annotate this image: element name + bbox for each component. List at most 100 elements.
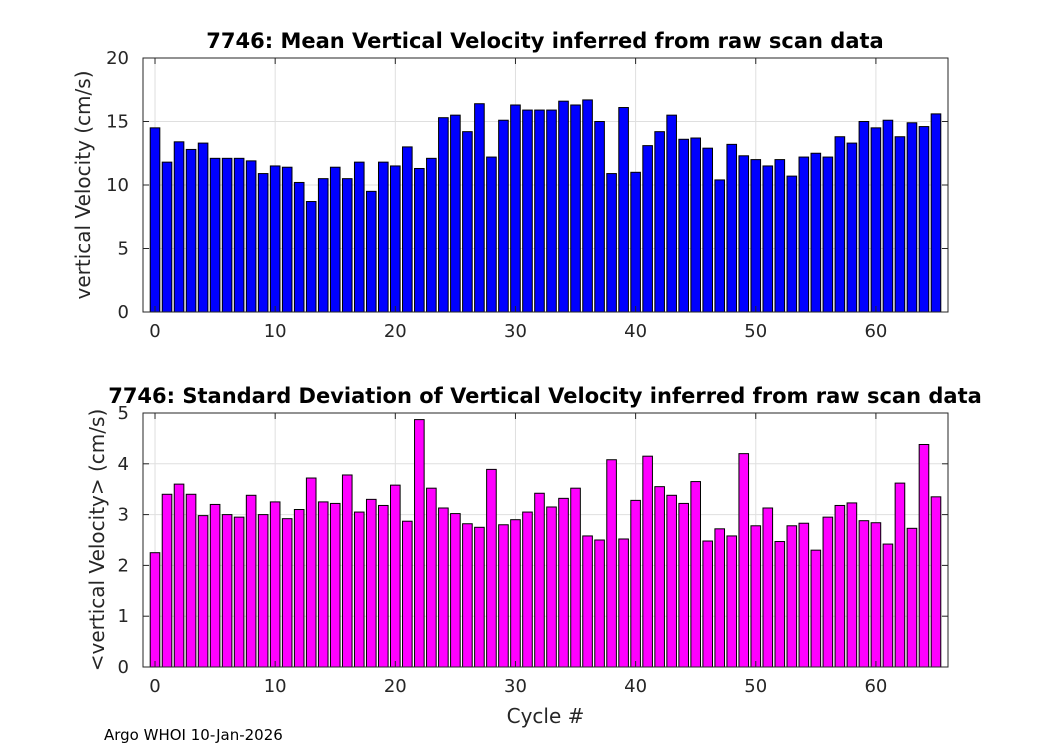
bar-21 <box>402 146 413 313</box>
y-tick-label: 10 <box>106 175 129 196</box>
bar-64 <box>918 443 930 668</box>
bar-16 <box>341 474 353 668</box>
bar-51 <box>762 165 774 313</box>
bar-30 <box>510 519 521 668</box>
bar-58 <box>846 142 858 313</box>
bar-4 <box>197 515 209 668</box>
bar-12 <box>293 181 305 313</box>
bar-32 <box>534 492 545 668</box>
bar-41 <box>642 145 653 313</box>
bar-54 <box>798 156 810 313</box>
y-tick-label: 4 <box>118 454 129 475</box>
bar-22 <box>414 419 425 668</box>
bar-13 <box>305 201 317 313</box>
bar-26 <box>462 131 473 313</box>
bar-20 <box>390 484 401 668</box>
bar-59 <box>858 121 870 313</box>
bar-60 <box>870 127 882 313</box>
bar-21 <box>402 520 413 668</box>
bar-33 <box>546 506 557 668</box>
bar-38 <box>606 459 617 668</box>
x-tick-label: 10 <box>264 321 287 342</box>
bar-33 <box>546 109 557 313</box>
x-tick-label: 50 <box>744 321 767 342</box>
bar-28 <box>486 156 497 313</box>
bar-62 <box>894 136 906 313</box>
bar-34 <box>558 497 569 668</box>
y-axis-label: <vertical Velocity> (cm/s) <box>85 409 109 672</box>
bar-61 <box>882 543 894 668</box>
bar-1 <box>161 493 173 668</box>
bar-40 <box>630 499 641 668</box>
bar-19 <box>377 161 389 313</box>
bar-52 <box>774 159 786 313</box>
bar-13 <box>305 477 317 668</box>
bar-29 <box>498 119 509 313</box>
y-tick-label: 20 <box>106 48 129 69</box>
bar-58 <box>846 502 858 668</box>
bar-43 <box>666 494 677 668</box>
bar-18 <box>365 498 377 668</box>
bar-24 <box>438 117 449 313</box>
bar-8 <box>245 494 257 668</box>
bar-9 <box>257 173 269 313</box>
bar-42 <box>654 131 665 313</box>
bar-48 <box>726 143 738 313</box>
bar-44 <box>678 138 689 313</box>
bar-53 <box>786 525 798 668</box>
bar-16 <box>341 178 353 313</box>
bar-27 <box>474 526 485 668</box>
bar-51 <box>762 507 774 668</box>
bar-59 <box>858 520 870 668</box>
y-tick-label: 15 <box>106 112 129 133</box>
bar-17 <box>353 511 365 668</box>
bar-35 <box>570 487 581 668</box>
bar-3 <box>185 493 197 668</box>
bar-0 <box>149 552 161 668</box>
bar-25 <box>450 114 461 313</box>
bar-2 <box>173 483 185 668</box>
chart-title: 7746: Mean Vertical Velocity inferred fr… <box>206 29 883 53</box>
x-tick-label: 0 <box>149 321 160 342</box>
bar-27 <box>474 103 485 313</box>
bar-9 <box>257 514 269 668</box>
y-tick-label: 5 <box>118 403 129 424</box>
x-tick-label: 10 <box>264 676 287 697</box>
bar-14 <box>317 501 329 668</box>
bar-39 <box>618 538 629 668</box>
x-tick-label: 40 <box>624 676 647 697</box>
bar-47 <box>714 528 726 668</box>
mean-velocity-chart: 0 10 20 30 40 50 60 0 5 10 15 20 7746: Mean Vertical… <box>71 29 949 342</box>
x-tick-label: 30 <box>504 676 527 697</box>
bar-23 <box>426 487 437 668</box>
y-tick-label: 3 <box>118 505 129 526</box>
bar-52 <box>774 541 786 668</box>
bar-31 <box>522 109 533 313</box>
bar-31 <box>522 511 533 668</box>
bar-49 <box>738 453 750 668</box>
x-tick-label: 60 <box>864 321 887 342</box>
bar-5 <box>209 157 221 313</box>
bar-47 <box>714 179 726 313</box>
bar-36 <box>582 99 593 313</box>
y-tick-label: 1 <box>118 606 129 627</box>
bar-7 <box>233 157 245 313</box>
y-axis-label: vertical Velocity (cm/s) <box>71 71 95 300</box>
bar-10 <box>269 501 281 668</box>
bar-50 <box>750 525 762 668</box>
x-axis-label: Cycle # <box>507 704 585 728</box>
bar-19 <box>377 504 389 668</box>
y-tick-label: 0 <box>118 302 129 323</box>
bar-23 <box>426 157 437 313</box>
bar-12 <box>293 509 305 668</box>
bar-55 <box>810 152 822 313</box>
bar-57 <box>834 504 846 668</box>
bar-8 <box>245 160 257 313</box>
bar-62 <box>894 482 906 668</box>
bar-20 <box>390 165 401 313</box>
bar-10 <box>269 165 281 313</box>
bar-40 <box>630 171 641 313</box>
bar-17 <box>353 161 365 313</box>
